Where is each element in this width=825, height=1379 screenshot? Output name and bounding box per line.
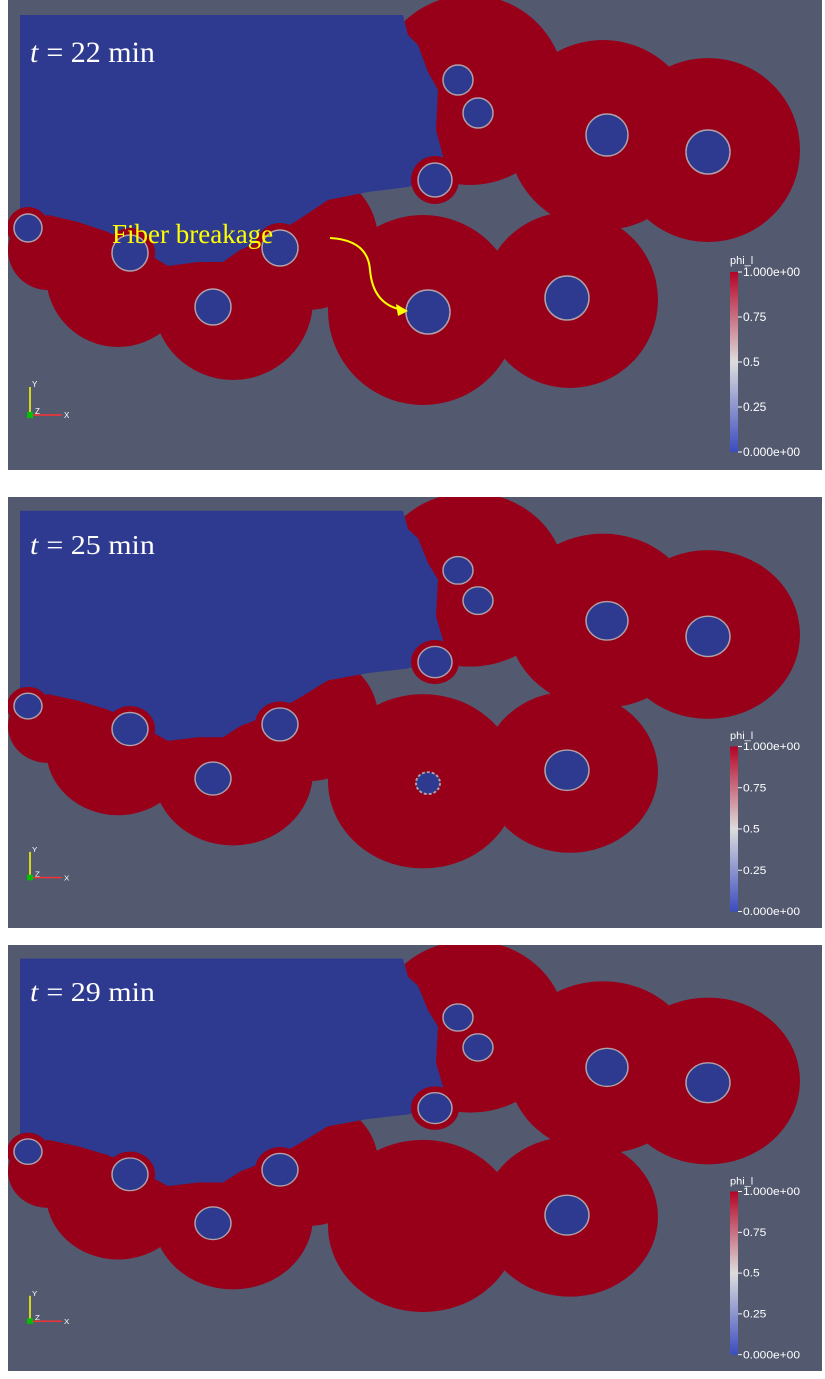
fiber — [111, 234, 149, 272]
solid-region — [20, 510, 444, 741]
colorbar-label: 0.25 — [743, 1309, 766, 1320]
axis-z — [27, 874, 33, 881]
colorbar-label: 0.5 — [743, 355, 760, 369]
colorbar-label: 0.25 — [743, 865, 766, 876]
axis-label-x: X — [64, 1317, 69, 1326]
fiber — [685, 129, 731, 175]
fiber — [462, 97, 494, 129]
fiber — [261, 1152, 299, 1187]
axis-label-z: Z — [35, 407, 40, 416]
solid-region — [20, 958, 444, 1187]
fiber — [417, 1092, 453, 1125]
colorbar-title: phi_l — [730, 255, 753, 267]
colorbar-label: 1.000e+00 — [743, 265, 800, 279]
axis-label-z: Z — [35, 1314, 40, 1323]
annotation: Fiber breakage — [112, 219, 273, 249]
fiber — [13, 213, 43, 243]
broken-fiber — [415, 771, 441, 796]
fiber — [13, 1138, 43, 1166]
fiber — [13, 692, 43, 720]
fiber — [585, 113, 629, 157]
axis-label-x: X — [64, 411, 70, 420]
fiber — [261, 229, 299, 267]
fiber — [442, 64, 474, 96]
fiber — [544, 749, 590, 792]
time-value: = 29 min — [46, 977, 155, 1007]
colorbar-label: 0.000e+00 — [743, 445, 800, 459]
colorbar-label: 0.75 — [743, 310, 767, 324]
time-label: t = 22 min — [30, 36, 155, 69]
fiber — [405, 289, 451, 335]
colorbar-label: 1.000e+00 — [743, 741, 800, 752]
axis-label-x: X — [64, 874, 69, 883]
fiber — [685, 1062, 731, 1104]
colorbar-label: 0.5 — [743, 824, 760, 835]
fiber — [111, 711, 149, 747]
fiber — [585, 600, 629, 641]
arrow — [329, 237, 404, 311]
panel: t = 22 min Fiber breakage phi_l1.000e+00 0.7… — [8, 0, 822, 470]
colorbar-label: 1.000e+00 — [743, 1187, 800, 1198]
time-variable: t — [30, 977, 39, 1007]
colorbar-label: 0.000e+00 — [743, 1350, 800, 1361]
colorbar-title: phi_l — [730, 1177, 753, 1187]
axis-z — [27, 412, 33, 418]
axis-label-z: Z — [35, 870, 40, 879]
colorbar-label: 0.75 — [743, 1227, 766, 1238]
time-variable: t — [30, 530, 39, 561]
panel: t = 25 min phi_l1.000e+00 0.75 0.5 0.25 0.000e… — [8, 497, 822, 928]
colorbar — [730, 272, 738, 452]
fiber — [111, 1157, 149, 1192]
fiber — [442, 555, 474, 585]
liquid-region — [328, 1139, 518, 1313]
axis-label-y: Y — [32, 845, 37, 854]
fiber — [585, 1047, 629, 1088]
time-value: = 22 min — [46, 36, 155, 69]
fiber — [194, 761, 232, 796]
fiber — [261, 707, 299, 742]
axis-label-y: Y — [32, 380, 38, 389]
fiber — [462, 1033, 494, 1062]
time-value: = 25 min — [46, 530, 155, 561]
fiber — [442, 1003, 474, 1032]
colorbar-label: 0.000e+00 — [743, 907, 800, 918]
fiber — [685, 615, 731, 658]
fiber — [544, 275, 590, 321]
fiber — [462, 586, 494, 616]
fiber — [544, 1194, 590, 1236]
axis-label-y: Y — [32, 1289, 37, 1298]
time-label: t = 25 min — [30, 530, 155, 561]
arrow-head — [396, 304, 408, 316]
fiber — [417, 645, 453, 679]
colorbar — [730, 746, 738, 912]
colorbar-label: 0.25 — [743, 400, 767, 414]
solid-region — [20, 15, 444, 266]
fiber — [194, 288, 232, 326]
colorbar-title: phi_l — [730, 730, 753, 741]
colorbar-label: 0.5 — [743, 1268, 760, 1279]
fiber — [417, 162, 453, 198]
time-variable: t — [30, 36, 39, 69]
colorbar-label: 0.75 — [743, 783, 766, 794]
axis-z — [27, 1318, 33, 1324]
fiber — [194, 1206, 232, 1241]
time-label: t = 29 min — [30, 977, 155, 1007]
panel: t = 29 min phi_l1.000e+00 0.75 0.5 0.25 0.000e… — [8, 945, 822, 1371]
colorbar — [730, 1191, 738, 1355]
